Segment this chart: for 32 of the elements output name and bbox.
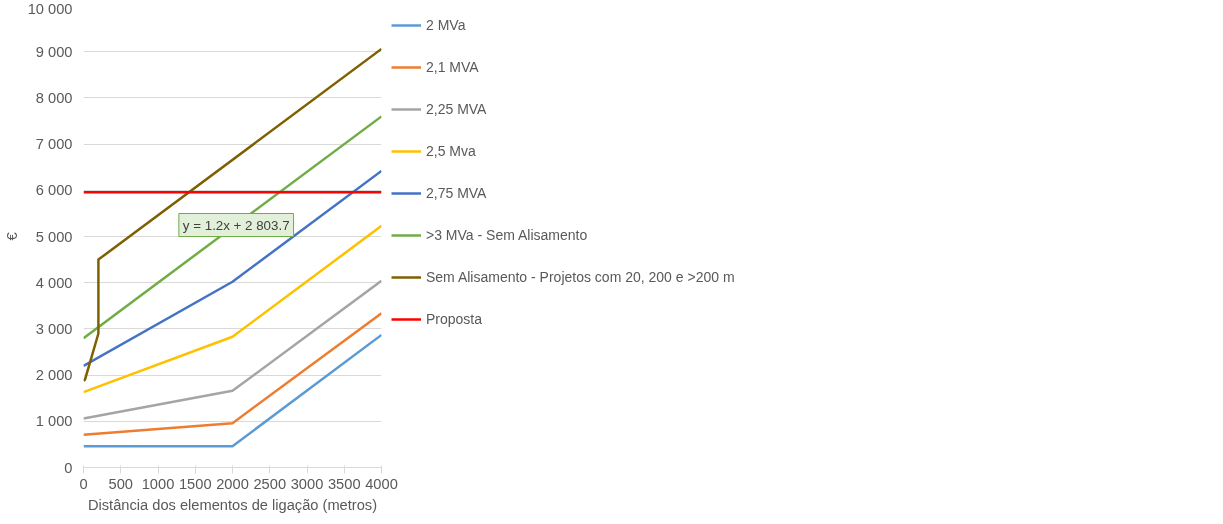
legend-label: 2 MVa <box>426 17 466 33</box>
x-tick-label: 2500 <box>253 475 287 492</box>
y-tick-label: 1 000 <box>35 413 73 430</box>
x-axis-title: Distância dos elementos de ligação (metros) <box>87 496 378 513</box>
line-series <box>83 47 382 382</box>
legend-label: Proposta <box>426 311 483 327</box>
legend-label: 2,75 MVA <box>426 185 487 201</box>
legend-label: 2,5 Mva <box>426 143 476 159</box>
annotation: y = 1.2x + 2 803.7 <box>182 217 290 233</box>
x-tick-label: 500 <box>108 475 133 492</box>
legend-label: 2,1 MVA <box>426 59 479 75</box>
legend-label: >3 MVa - Sem Alisamento <box>426 227 588 243</box>
y-axis-title: € <box>3 232 20 241</box>
legend-label: 2,25 MVA <box>426 101 487 117</box>
y-tick-label: 8 000 <box>35 89 73 106</box>
y-tick-label: 10 000 <box>27 0 73 17</box>
x-tick-label: 4000 <box>365 475 398 492</box>
x-tick-label: 1000 <box>141 475 175 492</box>
legend-label: Sem Alisamento - Projetos com 20, 200 e >200 m <box>426 269 735 285</box>
x-tick-label: 3000 <box>290 475 324 492</box>
y-tick-label: 5 000 <box>35 228 73 245</box>
y-tick-label: 7 000 <box>35 136 73 153</box>
x-tick-label: 1500 <box>178 475 212 492</box>
x-tick-label: 0 <box>79 475 88 492</box>
y-tick-label: 9 000 <box>35 43 73 60</box>
y-tick-label: 0 <box>64 459 73 476</box>
y-tick-label: 4 000 <box>35 274 73 291</box>
y-tick-label: 2 000 <box>35 367 73 384</box>
y-tick-label: 6 000 <box>35 182 73 199</box>
x-tick-label: 3500 <box>327 475 361 492</box>
x-tick-label: 2000 <box>216 475 249 492</box>
y-tick-label: 3 000 <box>35 320 73 337</box>
